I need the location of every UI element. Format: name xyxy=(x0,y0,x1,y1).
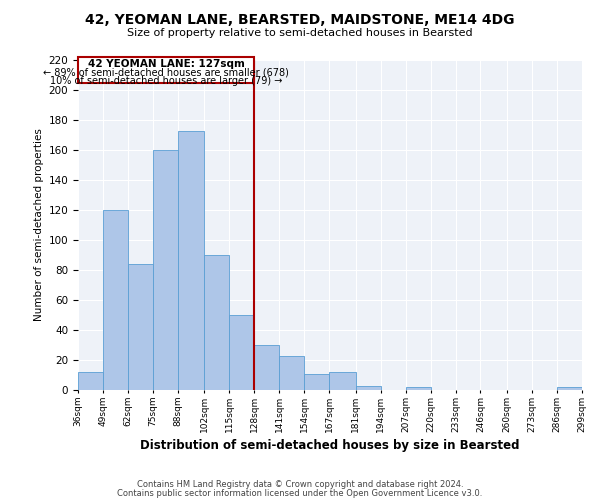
Bar xyxy=(254,345,279,390)
Bar xyxy=(406,387,431,390)
Bar xyxy=(304,374,329,390)
Text: 42, YEOMAN LANE, BEARSTED, MAIDSTONE, ME14 4DG: 42, YEOMAN LANE, BEARSTED, MAIDSTONE, ME… xyxy=(85,12,515,26)
Bar xyxy=(329,372,356,390)
Text: 42 YEOMAN LANE: 127sqm: 42 YEOMAN LANE: 127sqm xyxy=(88,59,245,69)
Bar xyxy=(178,130,205,390)
Bar xyxy=(229,315,254,390)
X-axis label: Distribution of semi-detached houses by size in Bearsted: Distribution of semi-detached houses by … xyxy=(140,439,520,452)
Text: ← 89% of semi-detached houses are smaller (678): ← 89% of semi-detached houses are smalle… xyxy=(43,68,289,78)
Y-axis label: Number of semi-detached properties: Number of semi-detached properties xyxy=(34,128,44,322)
Bar xyxy=(279,356,304,390)
Bar xyxy=(153,150,178,390)
Text: 10% of semi-detached houses are larger (79) →: 10% of semi-detached houses are larger (… xyxy=(50,76,283,86)
Bar xyxy=(78,372,103,390)
Bar xyxy=(78,57,254,82)
Bar xyxy=(356,386,381,390)
Text: Contains public sector information licensed under the Open Government Licence v3: Contains public sector information licen… xyxy=(118,488,482,498)
Text: Contains HM Land Registry data © Crown copyright and database right 2024.: Contains HM Land Registry data © Crown c… xyxy=(137,480,463,489)
Bar xyxy=(205,255,229,390)
Bar xyxy=(557,387,582,390)
Text: Size of property relative to semi-detached houses in Bearsted: Size of property relative to semi-detach… xyxy=(127,28,473,38)
Bar xyxy=(128,264,153,390)
Bar xyxy=(103,210,128,390)
